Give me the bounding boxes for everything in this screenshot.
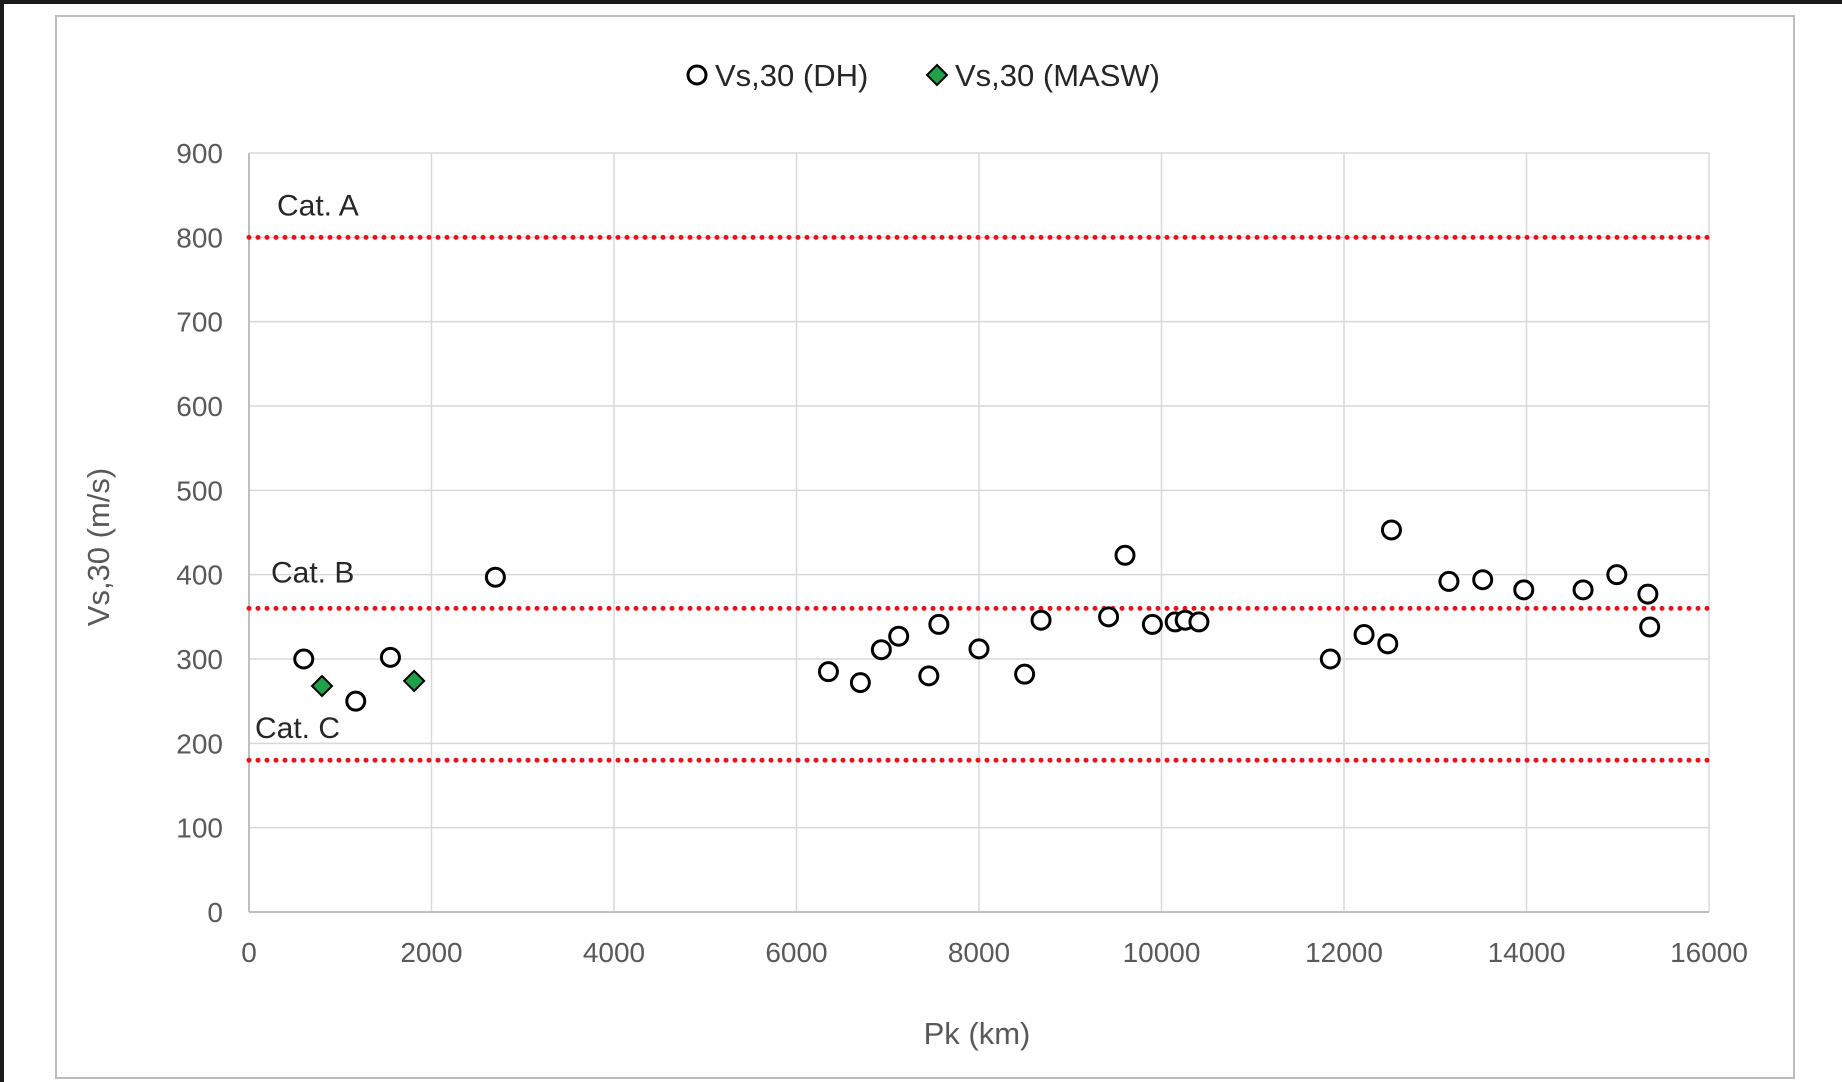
- x-tick-label: 4000: [583, 937, 645, 968]
- tick-labels: 0 100 200 300 400 500 600 700 800 900 0 2000 4000 600…: [176, 138, 1748, 968]
- dh-point: [849, 672, 871, 694]
- legend-marker-dh: [686, 64, 708, 86]
- dh-point: [1014, 663, 1036, 685]
- dh-point: [345, 690, 367, 712]
- x-tick-label: 8000: [948, 937, 1010, 968]
- dh-point: [1472, 569, 1494, 591]
- dh-point: [1353, 624, 1375, 646]
- y-tick-label: 700: [176, 307, 223, 338]
- dh-point: [1319, 648, 1341, 670]
- dh-point: [1188, 611, 1210, 633]
- dh-point: [888, 625, 910, 647]
- x-tick-label: 16000: [1670, 937, 1748, 968]
- dh-point: [928, 613, 950, 635]
- dh-point: [1030, 609, 1052, 631]
- legend: Vs,30 (DH) Vs,30 (MASW): [686, 58, 1160, 93]
- y-axis-title: Vs,30 (m/s): [81, 468, 116, 626]
- category-label: Cat. C: [255, 712, 340, 745]
- dh-point: [1098, 606, 1120, 628]
- category-label: Cat. B: [271, 556, 354, 589]
- legend-label: Vs,30 (DH): [715, 58, 868, 93]
- axes: [248, 153, 1709, 913]
- dh-point: [968, 638, 990, 660]
- dh-point: [1606, 564, 1628, 586]
- dh-point: [1141, 613, 1163, 635]
- dh-point: [1572, 579, 1594, 601]
- dh-point: [484, 566, 506, 588]
- y-tick-label: 300: [176, 644, 223, 675]
- x-axis-title: Pk (km): [924, 1016, 1031, 1051]
- dh-point: [1639, 616, 1661, 638]
- dh-point: [379, 646, 401, 668]
- category-lines: Cat. A Cat. B Cat. C: [246, 189, 1712, 763]
- y-tick-label: 200: [176, 728, 223, 759]
- y-tick-label: 400: [176, 560, 223, 591]
- frame-top-border: [0, 0, 1842, 4]
- y-tick-label: 900: [176, 138, 223, 169]
- dh-point: [1438, 570, 1460, 592]
- scatter-chart: Cat. A Cat. B Cat. C 0 100 200 300 400 500 600 70…: [81, 58, 1748, 1051]
- dh-point: [918, 665, 940, 687]
- y-tick-label: 500: [176, 475, 223, 506]
- masw-point: [402, 669, 426, 693]
- data-points: [293, 519, 1661, 712]
- x-tick-label: 14000: [1488, 937, 1566, 968]
- masw-point: [310, 674, 334, 698]
- legend-marker-masw: [925, 63, 949, 87]
- y-tick-label: 100: [176, 813, 223, 844]
- dh-point: [293, 648, 315, 670]
- x-tick-label: 0: [241, 937, 257, 968]
- dh-point: [1114, 544, 1136, 566]
- x-tick-label: 10000: [1123, 937, 1201, 968]
- chart-area: Cat. A Cat. B Cat. C 0 100 200 300 400 500 600 70…: [55, 15, 1795, 1079]
- legend-label: Vs,30 (MASW): [955, 58, 1160, 93]
- dh-point: [1513, 579, 1535, 601]
- x-tick-label: 6000: [765, 937, 827, 968]
- dh-point: [1380, 519, 1402, 541]
- dh-point: [817, 661, 839, 683]
- gridlines: [249, 152, 1710, 912]
- dh-point: [870, 639, 892, 661]
- dh-point: [1637, 583, 1659, 605]
- category-label: Cat. A: [277, 189, 359, 222]
- frame-left-border: [0, 0, 4, 1082]
- dh-point: [1377, 633, 1399, 655]
- y-tick-label: 800: [176, 222, 223, 253]
- y-tick-label: 0: [207, 897, 223, 928]
- y-tick-label: 600: [176, 391, 223, 422]
- x-tick-label: 2000: [400, 937, 462, 968]
- x-tick-label: 12000: [1305, 937, 1383, 968]
